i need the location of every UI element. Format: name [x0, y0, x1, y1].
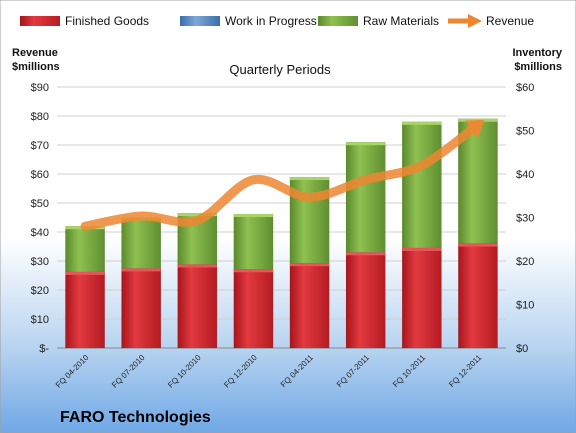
bar-raw-materials-top	[233, 214, 274, 218]
right-tick-label: $10	[516, 300, 534, 312]
bar-finished-goods	[289, 262, 330, 349]
right-tick-label: $50	[516, 126, 534, 138]
chart-subtitle: Quarterly Periods	[229, 62, 331, 77]
right-axis-label-line2: $millions	[514, 61, 562, 73]
left-axis-label-line2: $millions	[12, 61, 60, 73]
bar-finished-goods-top	[121, 268, 161, 272]
legend-label-revenue: Revenue	[486, 14, 534, 28]
left-tick-label: $80	[31, 111, 49, 123]
revenue-path	[80, 120, 483, 231]
right-tick-label: $60	[516, 82, 534, 94]
bar-finished-goods-top	[289, 263, 330, 267]
right-tick-label: $20	[516, 256, 534, 268]
legend-label-raw-materials: Raw Materials	[363, 14, 439, 28]
legend-label-work-in-progress: Work in Progress	[225, 14, 317, 28]
right-tick-label: $0	[516, 343, 528, 355]
right-axis-label-line1: Inventory	[512, 47, 562, 59]
bar-raw-materials	[233, 213, 274, 270]
left-tick-label: $30	[31, 256, 49, 268]
bar-raw-materials-top	[402, 121, 442, 125]
left-tick-label: $-	[39, 343, 49, 355]
bar-raw-materials-top	[289, 177, 330, 181]
legend-swatch-work-in-progress	[180, 16, 220, 26]
legend-label-finished-goods: Finished Goods	[65, 14, 149, 28]
left-tick-label: $90	[31, 82, 49, 94]
bar-finished-goods	[458, 243, 498, 349]
bar-finished-goods	[177, 264, 218, 349]
bar-finished-goods-top	[65, 271, 105, 275]
right-axis-ticks: $0 $10 $20 $30 $40 $50 $60	[516, 82, 534, 355]
bar-raw-materials	[65, 225, 105, 273]
bar-raw-materials-top	[177, 213, 217, 217]
bar-finished-goods	[65, 271, 105, 349]
bar-raw-materials	[121, 217, 162, 269]
bar-finished-goods-top	[233, 269, 274, 273]
left-tick-label: $40	[31, 227, 49, 239]
right-tick-label: $30	[516, 213, 534, 225]
left-axis-ticks: $- $10 $20 $30 $40 $50 $60 $70 $80 $90	[31, 82, 50, 355]
bar-finished-goods	[121, 268, 162, 349]
bar-finished-goods-top	[346, 252, 386, 256]
bar-finished-goods	[233, 269, 274, 349]
company-name: FARO Technologies	[60, 409, 211, 426]
legend-swatch-finished-goods	[20, 16, 60, 26]
left-tick-label: $10	[31, 314, 49, 326]
revenue-line	[80, 120, 485, 231]
bar-finished-goods-top	[177, 264, 217, 268]
legend-swatch-raw-materials	[318, 16, 358, 26]
bars	[65, 118, 498, 349]
bar-raw-materials	[401, 121, 442, 249]
left-tick-label: $60	[31, 169, 49, 181]
bar-finished-goods	[401, 247, 442, 349]
revenue-arrowhead	[465, 120, 485, 139]
bar-finished-goods-top	[402, 247, 442, 251]
bar-raw-materials	[345, 141, 386, 253]
left-tick-label: $70	[31, 140, 49, 152]
left-tick-label: $20	[31, 285, 49, 297]
legend: Finished Goods Work in Progress Raw Mate…	[20, 14, 534, 28]
right-tick-label: $40	[516, 169, 534, 181]
legend-swatch-revenue	[448, 14, 482, 28]
left-axis-label-line1: Revenue	[12, 47, 58, 59]
left-tick-label: $50	[31, 198, 49, 210]
bar-finished-goods-top	[458, 243, 498, 247]
bar-raw-materials-top	[346, 142, 386, 146]
bar-finished-goods	[345, 252, 386, 349]
